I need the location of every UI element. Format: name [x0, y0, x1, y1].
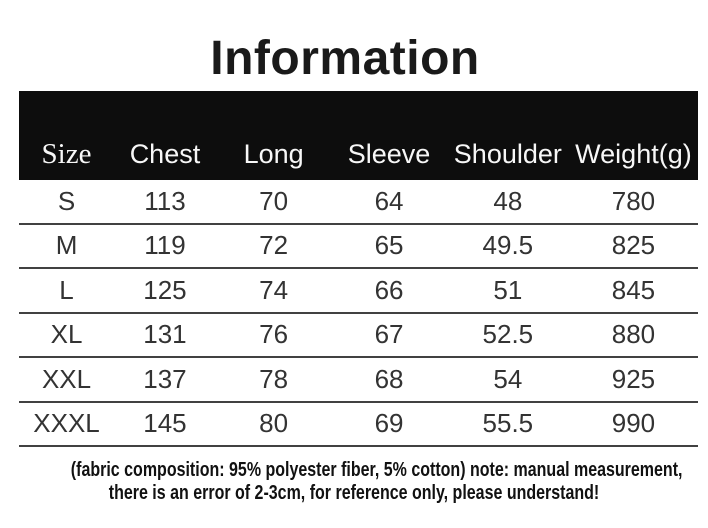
cell-shoulder: 51	[493, 274, 523, 305]
cell-chest: 119	[144, 230, 186, 261]
column-header-weight: Weight(g)	[575, 139, 692, 169]
column-header-sleeve: Sleeve	[347, 139, 431, 169]
cell-chest: 145	[143, 408, 187, 439]
cell-long: 72	[259, 230, 289, 261]
cell-size: S	[57, 185, 76, 216]
footer-note: (fabric composition: 95% polyester fiber…	[70, 459, 683, 505]
cell-sleeve: 69	[374, 408, 404, 439]
cell-long: 76	[259, 319, 289, 350]
cell-sleeve: 68	[374, 363, 404, 394]
cell-long: 74	[259, 274, 289, 305]
table-header-row: Size Chest Long Sleeve Shoulder Weight(g…	[19, 91, 698, 180]
column-header-size: Size	[41, 138, 92, 170]
table-row: L 125 74 66 51 845	[19, 269, 698, 314]
cell-sleeve: 66	[374, 274, 404, 305]
cell-chest: 137	[143, 363, 187, 394]
cell-long: 78	[259, 363, 289, 394]
cell-sleeve: 65	[374, 230, 404, 261]
table-row: XXL 137 78 68 54 925	[19, 358, 698, 403]
cell-weight: 825	[611, 230, 656, 261]
cell-size: L	[59, 274, 74, 305]
cell-size: XL	[50, 319, 83, 350]
cell-weight: 880	[611, 319, 656, 350]
cell-shoulder: 48	[493, 185, 523, 216]
cell-size: XXXL	[33, 408, 100, 439]
cell-sleeve: 64	[374, 185, 404, 216]
cell-size: M	[55, 230, 78, 261]
footer-line-1: (fabric composition: 95% polyester fiber…	[70, 459, 683, 481]
cell-chest: 113	[144, 185, 186, 216]
column-header-long: Long	[243, 139, 304, 169]
table-row: S 113 70 64 48 780	[19, 180, 698, 225]
cell-chest: 131	[143, 319, 187, 350]
table-row: XL 131 76 67 52.5 880	[19, 314, 698, 358]
table-row: XXXL 145 80 69 55.5 990	[19, 403, 698, 447]
cell-chest: 125	[143, 274, 187, 305]
page-title: Information	[210, 32, 480, 85]
cell-weight: 990	[611, 408, 656, 439]
cell-size: XXL	[41, 363, 92, 394]
footer-line-2: there is an error of 2-3cm, for referenc…	[108, 482, 600, 504]
cell-long: 80	[259, 408, 289, 439]
size-table: Size Chest Long Sleeve Shoulder Weight(g…	[19, 91, 698, 447]
column-header-shoulder: Shoulder	[453, 139, 562, 169]
cell-long: 70	[259, 185, 289, 216]
cell-weight: 925	[611, 363, 656, 394]
cell-sleeve: 67	[374, 319, 404, 350]
cell-shoulder: 52.5	[482, 319, 534, 350]
cell-shoulder: 55.5	[482, 408, 534, 439]
column-header-chest: Chest	[129, 139, 201, 169]
cell-weight: 780	[611, 185, 656, 216]
cell-shoulder: 49.5	[482, 230, 534, 261]
table-row: M 119 72 65 49.5 825	[19, 225, 698, 269]
cell-weight: 845	[611, 274, 656, 305]
cell-shoulder: 54	[493, 363, 523, 394]
